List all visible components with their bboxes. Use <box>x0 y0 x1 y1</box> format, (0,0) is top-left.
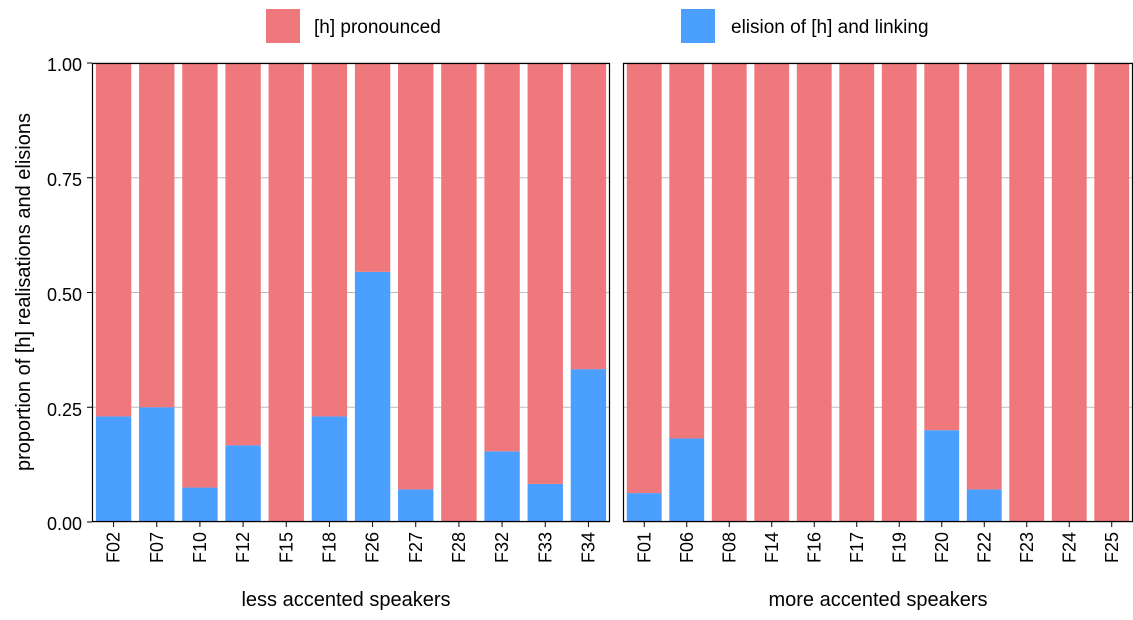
bar-segment-pronounced <box>669 63 705 439</box>
bar-segment-pronounced <box>924 63 960 431</box>
bar-segment-pronounced <box>484 63 520 452</box>
x-tick-label: F07 <box>147 532 167 563</box>
x-tick-label: F12 <box>233 532 253 563</box>
bar-segment-elision <box>182 487 218 522</box>
bar-segment-elision <box>527 483 563 522</box>
x-tick-label: F17 <box>847 532 867 563</box>
x-tick-label: F34 <box>578 532 598 563</box>
bar-segment-elision <box>570 369 607 522</box>
bar-segment-elision <box>398 489 434 522</box>
bar-segment-elision <box>626 493 662 522</box>
y-tick-label: 0.25 <box>47 400 82 420</box>
bar-segment-pronounced <box>311 63 348 417</box>
bar-segment-elision <box>669 438 705 522</box>
x-tick-label: F27 <box>406 532 426 563</box>
bar-segment-pronounced <box>139 63 175 408</box>
bar-segment-pronounced <box>839 63 875 522</box>
bar-segment-pronounced <box>711 63 747 522</box>
bar-segment-pronounced <box>1009 63 1045 522</box>
x-tick-label: F32 <box>492 532 512 563</box>
x-tick-label: F14 <box>762 532 782 563</box>
panel-border <box>91 62 611 523</box>
bar-segment-pronounced <box>354 63 391 272</box>
x-tick-label: F08 <box>719 532 739 563</box>
x-tick-label: F18 <box>319 532 339 563</box>
x-tick-label: F33 <box>535 532 555 563</box>
bar-segment-elision <box>966 489 1002 522</box>
bar-segment-elision <box>311 416 348 522</box>
bar-segment-elision <box>95 416 132 522</box>
legend-swatch-elision <box>681 9 715 43</box>
bar-segment-pronounced <box>796 63 832 522</box>
y-tick-label: 0.50 <box>47 285 82 305</box>
y-tick-label: 0.00 <box>47 514 82 534</box>
y-axis-label: proportion of [h] realisations and elisi… <box>13 113 35 471</box>
x-tick-label: F26 <box>363 532 383 563</box>
bar-segment-elision <box>354 271 391 522</box>
panel-more-accented: F01 F06 F08 F14 F16 F17 F19 F20 F22 F23 F24 F25 <box>622 62 1133 563</box>
bar-segment-pronounced <box>225 63 261 446</box>
panel-less-accented: F02 F07 F10 F12 F15 F18 F26 F27 F28 F32 F33 F34 <box>87 62 611 563</box>
x-axis-label-less-accented: less accented speakers <box>241 589 450 611</box>
x-tick-label: F16 <box>804 532 824 563</box>
x-tick-label: F01 <box>634 532 654 563</box>
x-tick-label: F02 <box>104 532 124 563</box>
x-tick-label: F20 <box>932 532 952 563</box>
legend: [h] pronounced elision of [h] and linkin… <box>266 9 929 43</box>
x-tick-label: F22 <box>974 532 994 563</box>
bar-segment-pronounced <box>1051 63 1087 522</box>
bar-segment-elision <box>225 445 261 522</box>
bar-segment-elision <box>484 451 520 522</box>
y-tick-label: 1.00 <box>47 55 82 75</box>
bar-segment-elision <box>139 407 175 522</box>
x-tick-label: F10 <box>190 532 210 563</box>
legend-swatch-pronounced <box>266 9 300 43</box>
bar-segment-pronounced <box>268 63 304 522</box>
y-tick-labels: 1.00 0.75 0.50 0.25 0.00 <box>47 55 82 534</box>
x-tick-label: F19 <box>889 532 909 563</box>
x-tick-label: F15 <box>276 532 296 563</box>
x-tick-label: F06 <box>677 532 697 563</box>
bar-segment-pronounced <box>527 63 563 484</box>
x-tick-label: F25 <box>1102 532 1122 563</box>
legend-label-elision: elision of [h] and linking <box>731 17 929 38</box>
x-tick-label: F24 <box>1059 532 1079 563</box>
bar-segment-pronounced <box>441 63 477 522</box>
bar-segment-pronounced <box>626 63 662 494</box>
x-axis-label-more-accented: more accented speakers <box>768 589 987 611</box>
bar-segment-pronounced <box>398 63 434 490</box>
legend-label-pronounced: [h] pronounced <box>314 17 441 38</box>
bar-segment-elision <box>924 430 960 522</box>
y-tick-label: 0.75 <box>47 170 82 190</box>
bar-segment-pronounced <box>182 63 218 488</box>
x-tick-label: F28 <box>449 532 469 563</box>
bar-segment-pronounced <box>881 63 917 522</box>
bar-segment-pronounced <box>570 63 607 370</box>
bar-segment-pronounced <box>95 63 132 417</box>
x-tick-label: F23 <box>1017 532 1037 563</box>
bar-segment-pronounced <box>966 63 1002 490</box>
bar-segment-pronounced <box>754 63 790 522</box>
bar-segment-pronounced <box>1094 63 1130 522</box>
